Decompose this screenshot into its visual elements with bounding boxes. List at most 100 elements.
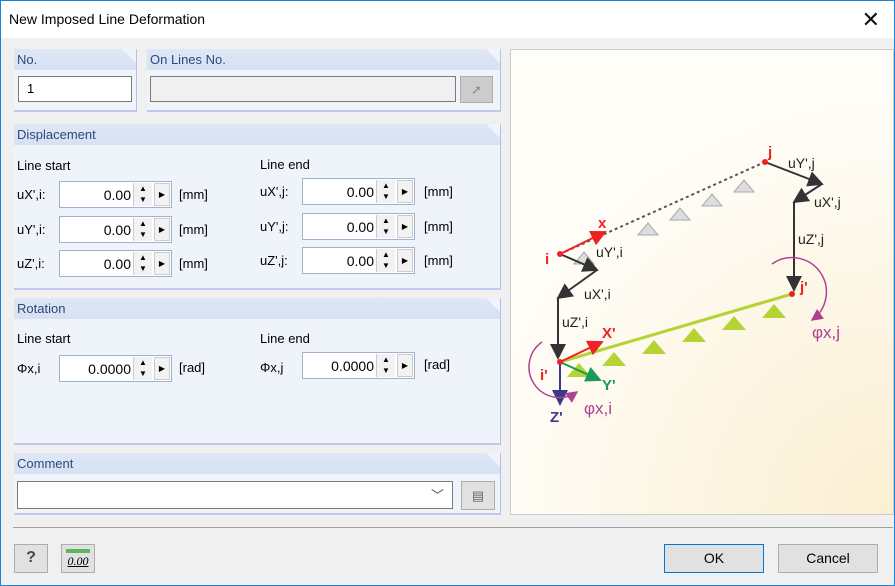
- X-prime-arrow: [559, 340, 604, 363]
- rotation-line-start-label: Line start: [17, 331, 71, 346]
- rotation-line-end-label: Line end: [260, 331, 310, 346]
- group-displacement: Displacement Line start Line end uX',i: 0…: [14, 124, 501, 290]
- disp-start-unit: [mm]: [179, 187, 208, 202]
- disp-value: 0.00: [346, 184, 374, 200]
- on-lines-input[interactable]: [150, 76, 456, 102]
- label-Y: Y': [602, 377, 616, 394]
- spinner-icon[interactable]: ▲ ▼: [376, 354, 395, 377]
- group-on-lines-header: On Lines No.: [147, 49, 500, 70]
- title-bar: New Imposed Line Deformation ✕: [1, 1, 894, 38]
- spinner-icon[interactable]: ▲ ▼: [376, 249, 395, 272]
- Y-prime-arrow: [559, 361, 602, 382]
- disp-end-label: uZ',j:: [260, 253, 288, 268]
- phi-xi-input[interactable]: 0.0000 ▲ ▼ ▶: [59, 355, 172, 382]
- phi-xj-value: 0.0000: [331, 358, 374, 374]
- spinner-icon[interactable]: ▲ ▼: [376, 180, 395, 203]
- label-j: j: [767, 144, 772, 161]
- disp-start-label: uX',i:: [17, 187, 46, 202]
- disp-start-label: uZ',i:: [17, 256, 45, 271]
- label-i-prime: i': [540, 367, 548, 384]
- label-Z: Z': [550, 409, 563, 426]
- label-uXi: uX',i: [584, 286, 611, 302]
- help-icon[interactable]: ?: [14, 544, 48, 573]
- displacement-arrows: [550, 161, 824, 360]
- divider: [13, 527, 893, 528]
- original-supports: [572, 179, 756, 265]
- original-line: [559, 161, 766, 255]
- disp-end-input[interactable]: 0.00 ▲ ▼ ▶: [302, 247, 415, 274]
- group-no: No. 1: [14, 49, 137, 112]
- phi-xi-value: 0.0000: [88, 361, 131, 377]
- label-X: X': [602, 325, 616, 342]
- cancel-button[interactable]: Cancel: [778, 544, 878, 573]
- label-i: i: [545, 251, 549, 268]
- disp-start-input[interactable]: 0.00 ▲ ▼ ▶: [59, 216, 172, 243]
- disp-start-unit: [mm]: [179, 256, 208, 271]
- comment-input[interactable]: ﹀: [17, 481, 453, 509]
- spinner-icon[interactable]: ▲ ▼: [133, 357, 152, 380]
- group-on-lines: On Lines No. ➚: [147, 49, 501, 112]
- spinner-icon[interactable]: ▲ ▼: [133, 183, 152, 206]
- label-uXj: uX',j: [814, 194, 841, 210]
- label-uYj: uY',j: [788, 155, 815, 171]
- rotation-i-arc: [528, 341, 579, 403]
- arrow-right-icon[interactable]: ▶: [154, 252, 170, 275]
- diagram-panel: i j i' j' x X' Y' Z' uY',i uX',i uZ',i u…: [510, 49, 894, 515]
- disp-start-input[interactable]: 0.00 ▲ ▼ ▶: [59, 250, 172, 277]
- disp-start-input[interactable]: 0.00 ▲ ▼ ▶: [59, 181, 172, 208]
- group-comment: Comment ﹀ ▤: [14, 453, 501, 515]
- disp-end-label: uY',j:: [260, 219, 289, 234]
- arrow-right-icon[interactable]: ▶: [397, 354, 413, 377]
- no-input[interactable]: 1: [18, 76, 132, 102]
- disp-end-input[interactable]: 0.00 ▲ ▼ ▶: [302, 178, 415, 205]
- deformation-diagram: i j i' j' x X' Y' Z' uY',i uX',i uZ',i u…: [528, 144, 841, 426]
- spinner-icon[interactable]: ▲ ▼: [376, 215, 395, 238]
- arrow-right-icon[interactable]: ▶: [154, 183, 170, 206]
- phi-xi-label: Φx,i: [17, 361, 41, 376]
- rotation-j-arc: [771, 256, 828, 321]
- window-title: New Imposed Line Deformation: [9, 11, 206, 27]
- arrow-right-icon[interactable]: ▶: [154, 357, 170, 380]
- phi-xj-unit: [rad]: [424, 357, 451, 372]
- node-points: [557, 159, 795, 365]
- disp-end-unit: [mm]: [424, 219, 453, 234]
- disp-value: 0.00: [346, 219, 374, 235]
- disp-end-input[interactable]: 0.00 ▲ ▼ ▶: [302, 213, 415, 240]
- phi-xi-unit: [rad]: [179, 360, 206, 375]
- label-uZi: uZ',i: [562, 314, 588, 330]
- units-bar: [66, 549, 90, 553]
- disp-start-label: uY',i:: [17, 222, 46, 237]
- label-phi-i: φx,i: [584, 399, 612, 418]
- label-phi-j: φx,j: [812, 323, 840, 342]
- spinner-icon[interactable]: ▲ ▼: [133, 252, 152, 275]
- deformed-line: [559, 292, 793, 364]
- arrow-right-icon[interactable]: ▶: [154, 218, 170, 241]
- comment-library-button[interactable]: ▤: [461, 481, 495, 510]
- label-uZj: uZ',j: [798, 231, 824, 247]
- phi-xj-input[interactable]: 0.0000 ▲ ▼ ▶: [302, 352, 415, 379]
- x-axis-arrow: [559, 230, 607, 255]
- disp-value: 0.00: [103, 256, 131, 272]
- units-decimal-icon[interactable]: 0.00: [61, 544, 95, 573]
- label-j-prime: j': [799, 279, 808, 296]
- phi-xj-label: Φx,j: [260, 360, 284, 375]
- disp-end-label: uX',j:: [260, 184, 289, 199]
- arrow-right-icon[interactable]: ▶: [397, 180, 413, 203]
- ok-button[interactable]: OK: [664, 544, 764, 573]
- line-start-label: Line start: [17, 158, 71, 173]
- arrow-right-icon[interactable]: ▶: [397, 249, 413, 272]
- group-rotation: Rotation Line start Line end Φx,i 0.0000…: [14, 298, 501, 445]
- units-text: 0.00: [67, 554, 89, 568]
- chevron-down-icon[interactable]: ﹀: [430, 488, 444, 503]
- disp-value: 0.00: [346, 253, 374, 269]
- label-uYi: uY',i: [596, 244, 623, 260]
- spinner-icon[interactable]: ▲ ▼: [133, 218, 152, 241]
- pick-cursor-icon[interactable]: ➚: [460, 76, 493, 103]
- disp-value: 0.00: [103, 222, 131, 238]
- arrow-right-icon[interactable]: ▶: [397, 215, 413, 238]
- group-displacement-header: Displacement: [14, 124, 500, 145]
- close-icon[interactable]: ✕: [861, 7, 880, 32]
- disp-end-unit: [mm]: [424, 253, 453, 268]
- disp-start-unit: [mm]: [179, 222, 208, 237]
